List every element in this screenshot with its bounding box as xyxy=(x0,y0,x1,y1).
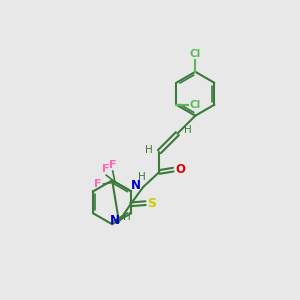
Text: N: N xyxy=(110,214,119,227)
Text: H: H xyxy=(123,212,131,223)
Text: F: F xyxy=(102,164,109,174)
Text: N: N xyxy=(130,178,140,192)
Text: F: F xyxy=(94,179,102,189)
Text: Cl: Cl xyxy=(189,100,200,110)
Text: F: F xyxy=(109,160,116,170)
Text: H: H xyxy=(145,146,153,155)
Text: O: O xyxy=(175,163,185,176)
Text: Cl: Cl xyxy=(190,49,201,59)
Text: H: H xyxy=(184,125,192,135)
Text: S: S xyxy=(147,196,156,210)
Text: H: H xyxy=(138,172,146,182)
